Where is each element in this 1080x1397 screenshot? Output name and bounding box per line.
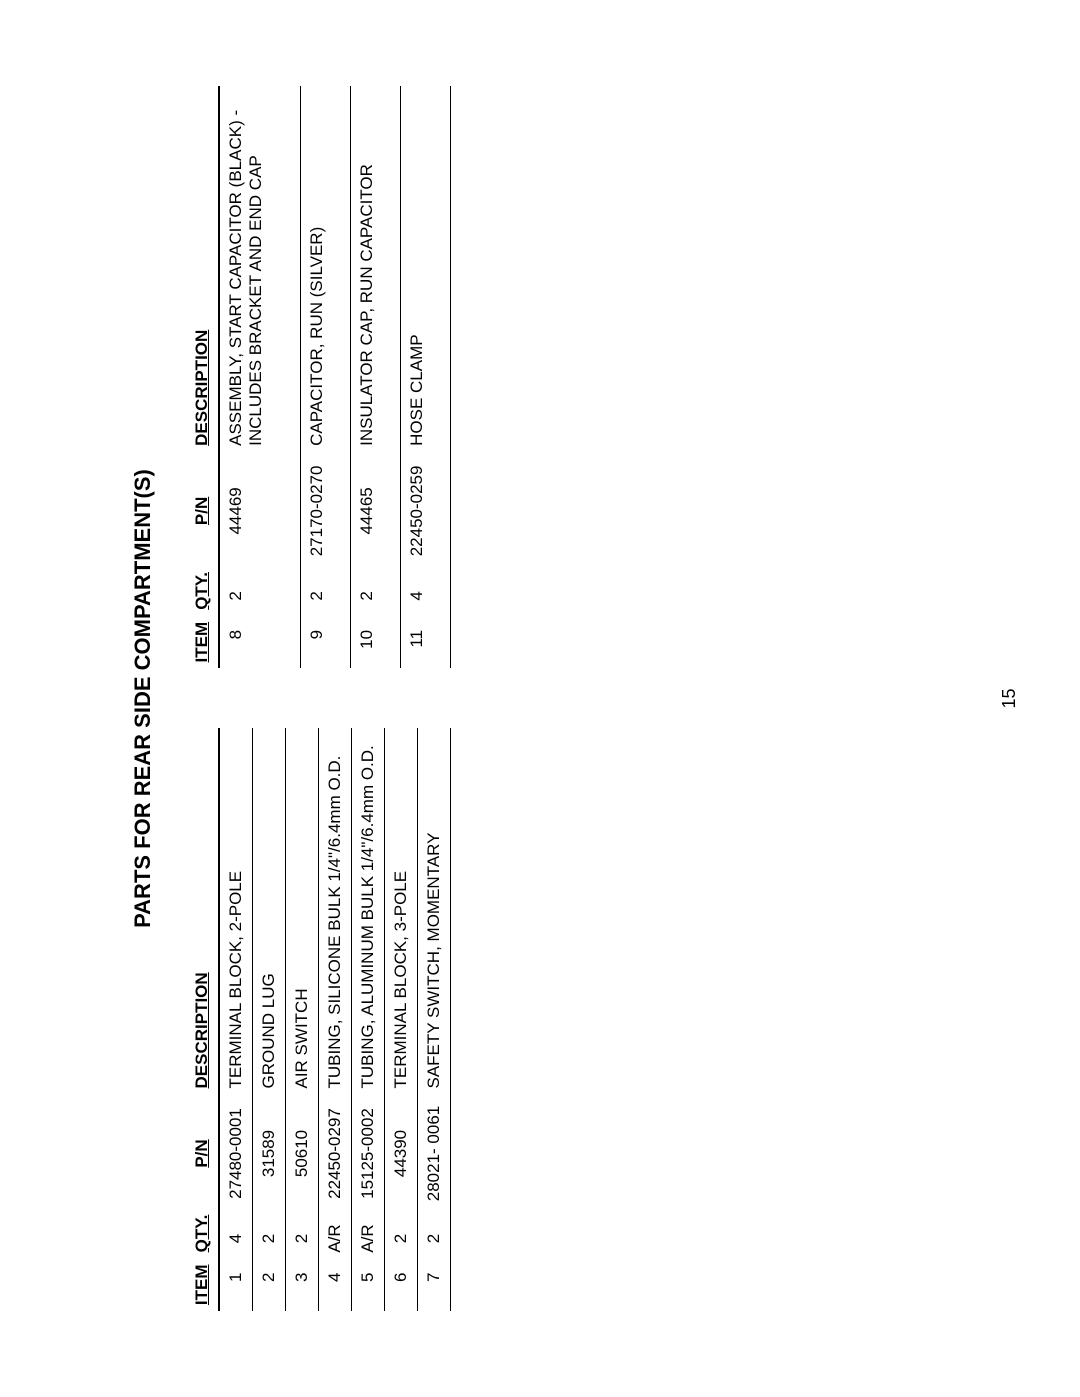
cell-pn: 27480-0001 bbox=[219, 1089, 253, 1209]
col-item: ITEM bbox=[186, 616, 219, 669]
cell-item: 2 bbox=[253, 1259, 286, 1312]
page-title: PARTS FOR REAR SIDE COMPARTMENT(S) bbox=[130, 469, 156, 928]
col-description: DESCRIPTION bbox=[186, 729, 219, 1089]
table-row: 4A/R22450-0297TUBING, SILICONE BULK 1/4"… bbox=[319, 729, 352, 1312]
cell-description: INSULATOR CAP, RUN CAPACITOR bbox=[350, 86, 400, 446]
table-row: 2231589GROUND LUG bbox=[253, 729, 286, 1312]
cell-item: 4 bbox=[319, 1259, 352, 1312]
rotated-page: PARTS FOR REAR SIDE COMPARTMENT(S) ITEM … bbox=[0, 0, 1080, 1397]
parts-table-left: ITEM QTY. P/N DESCRIPTION 1427480-0001TE… bbox=[186, 729, 451, 1312]
cell-qty: 2 bbox=[286, 1209, 319, 1259]
cell-pn: 50610 bbox=[286, 1089, 319, 1209]
cell-pn: 15125-0002 bbox=[352, 1089, 385, 1209]
table-row: 9227170-0270CAPACITOR, RUN (SILVER) bbox=[300, 86, 350, 669]
cell-qty: 2 bbox=[219, 566, 300, 616]
table-row: 11422450-0259HOSE CLAMP bbox=[400, 86, 450, 669]
cell-qty: 4 bbox=[219, 1209, 253, 1259]
cell-pn: 22450-0297 bbox=[319, 1089, 352, 1209]
cell-description: SAFETY SWITCH, MOMENTARY bbox=[418, 729, 451, 1089]
cell-description: HOSE CLAMP bbox=[400, 86, 450, 446]
col-description: DESCRIPTION bbox=[186, 86, 219, 446]
cell-item: 7 bbox=[418, 1259, 451, 1312]
cell-qty: A/R bbox=[319, 1209, 352, 1259]
cell-qty: A/R bbox=[352, 1209, 385, 1259]
cell-item: 5 bbox=[352, 1259, 385, 1312]
table-left-body: 1427480-0001TERMINAL BLOCK, 2-POLE223158… bbox=[219, 729, 451, 1312]
table-row: 1427480-0001TERMINAL BLOCK, 2-POLE bbox=[219, 729, 253, 1312]
col-pn: P/N bbox=[186, 446, 219, 566]
table-right-body: 8244469ASSEMBLY, START CAPACITOR (BLACK)… bbox=[219, 86, 451, 669]
col-qty: QTY. bbox=[186, 566, 219, 616]
table-row: 5A/R15125-0002TUBING, ALUMINUM BULK 1/4"… bbox=[352, 729, 385, 1312]
cell-pn: 22450-0259 bbox=[400, 446, 450, 566]
table-row: 6244390TERMINAL BLOCK, 3-POLE bbox=[385, 729, 418, 1312]
cell-qty: 2 bbox=[350, 566, 400, 616]
cell-qty: 2 bbox=[300, 566, 350, 616]
cell-description: TUBING, SILICONE BULK 1/4"/6.4mm O.D. bbox=[319, 729, 352, 1089]
cell-description: ASSEMBLY, START CAPACITOR (BLACK) - INCL… bbox=[219, 86, 300, 446]
cell-pn: 44465 bbox=[350, 446, 400, 566]
cell-description: CAPACITOR, RUN (SILVER) bbox=[300, 86, 350, 446]
col-pn: P/N bbox=[186, 1089, 219, 1209]
cell-qty: 2 bbox=[385, 1209, 418, 1259]
cell-item: 3 bbox=[286, 1259, 319, 1312]
cell-item: 10 bbox=[350, 616, 400, 669]
page-number: 15 bbox=[999, 0, 1020, 1397]
cell-pn: 44390 bbox=[385, 1089, 418, 1209]
cell-description: GROUND LUG bbox=[253, 729, 286, 1089]
table-header-row: ITEM QTY. P/N DESCRIPTION bbox=[186, 86, 219, 669]
table-header-row: ITEM QTY. P/N DESCRIPTION bbox=[186, 729, 219, 1312]
table-row: 10244465INSULATOR CAP, RUN CAPACITOR bbox=[350, 86, 400, 669]
cell-qty: 4 bbox=[400, 566, 450, 616]
cell-item: 11 bbox=[400, 616, 450, 669]
cell-qty: 2 bbox=[253, 1209, 286, 1259]
cell-pn: 28021- 0061 bbox=[418, 1089, 451, 1209]
table-row: 3250610AIR SWITCH bbox=[286, 729, 319, 1312]
parts-table-right: ITEM QTY. P/N DESCRIPTION 8244469ASSEMBL… bbox=[186, 86, 451, 669]
cell-item: 8 bbox=[219, 616, 300, 669]
cell-pn: 44469 bbox=[219, 446, 300, 566]
cell-description: TERMINAL BLOCK, 3-POLE bbox=[385, 729, 418, 1089]
col-qty: QTY. bbox=[186, 1209, 219, 1259]
tables-container: ITEM QTY. P/N DESCRIPTION 1427480-0001TE… bbox=[186, 86, 451, 1311]
cell-pn: 27170-0270 bbox=[300, 446, 350, 566]
col-item: ITEM bbox=[186, 1259, 219, 1312]
table-row: 8244469ASSEMBLY, START CAPACITOR (BLACK)… bbox=[219, 86, 300, 669]
cell-item: 6 bbox=[385, 1259, 418, 1312]
cell-item: 1 bbox=[219, 1259, 253, 1312]
table-row: 7228021- 0061SAFETY SWITCH, MOMENTARY bbox=[418, 729, 451, 1312]
cell-description: TERMINAL BLOCK, 2-POLE bbox=[219, 729, 253, 1089]
cell-item: 9 bbox=[300, 616, 350, 669]
cell-pn: 31589 bbox=[253, 1089, 286, 1209]
cell-qty: 2 bbox=[418, 1209, 451, 1259]
cell-description: AIR SWITCH bbox=[286, 729, 319, 1089]
cell-description: TUBING, ALUMINUM BULK 1/4"/6.4mm O.D. bbox=[352, 729, 385, 1089]
